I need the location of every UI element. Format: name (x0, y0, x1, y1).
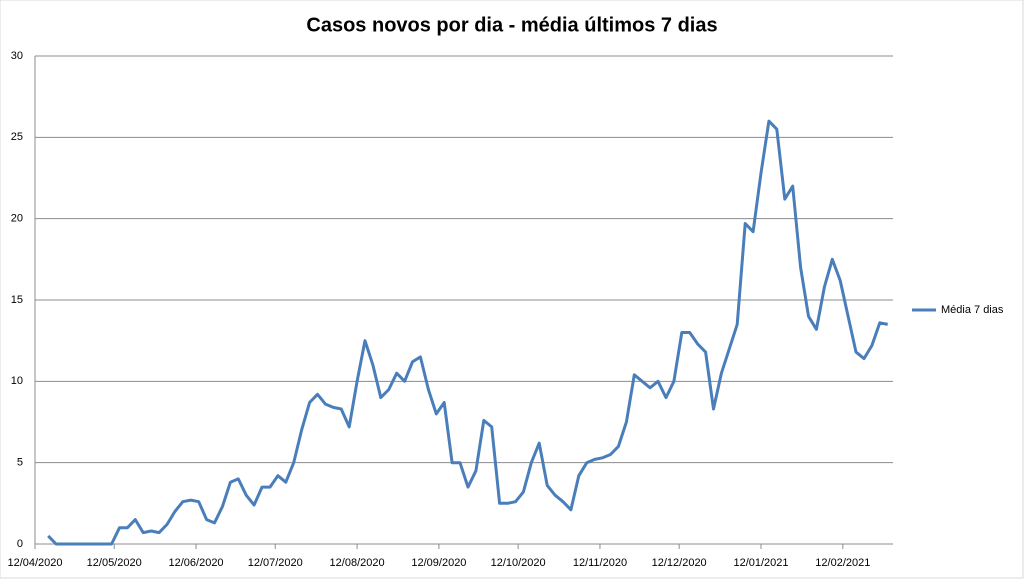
x-tick-label: 12/01/2021 (733, 557, 788, 569)
legend-label: Média 7 dias (941, 304, 1004, 316)
x-tick-label: 12/08/2020 (330, 557, 385, 569)
y-tick-label: 25 (11, 131, 23, 143)
x-tick-label: 12/10/2020 (491, 557, 546, 569)
y-tick-label: 15 (11, 294, 23, 306)
y-tick-label: 10 (11, 375, 23, 387)
data-line (47, 119, 888, 546)
x-tick-label: 12/06/2020 (169, 557, 224, 569)
y-tick-label: 5 (17, 457, 23, 469)
x-tick-label: 12/11/2020 (573, 557, 627, 569)
y-tick-label: 30 (11, 50, 23, 62)
x-tick-label: 12/05/2020 (87, 557, 142, 569)
x-tick-label: 12/02/2021 (815, 557, 870, 569)
y-tick-label: 0 (17, 538, 23, 550)
chart-title: Casos novos por dia - média últimos 7 di… (306, 14, 717, 36)
x-tick-label: 12/12/2020 (652, 557, 707, 569)
x-tick-label: 12/04/2020 (7, 557, 62, 569)
y-tick-label: 20 (11, 213, 23, 225)
x-tick-label: 12/09/2020 (411, 557, 466, 569)
x-tick-label: 12/07/2020 (248, 557, 303, 569)
